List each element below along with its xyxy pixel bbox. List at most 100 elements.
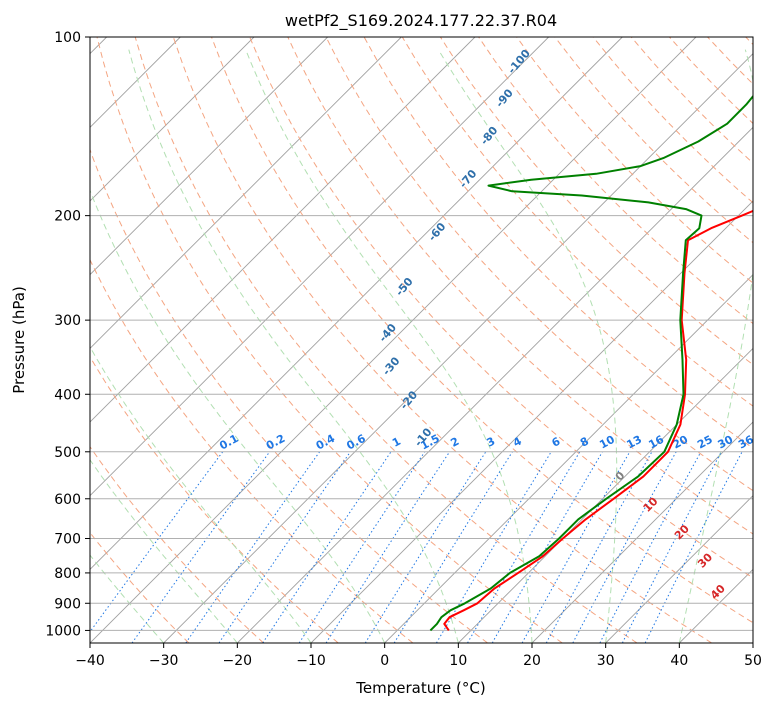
mixing-ratio-label: 6 bbox=[550, 434, 563, 449]
chart-title: wetPf2_S169.2024.177.22.37.R04 bbox=[285, 11, 557, 31]
plot-frame bbox=[89, 36, 754, 644]
dry-adiabat-label: -20 bbox=[397, 388, 420, 412]
mixing-ratio-line bbox=[435, 451, 552, 643]
moist-adiabat-line bbox=[437, 49, 618, 643]
dry-adiabat-label: -40 bbox=[376, 321, 399, 345]
moist-adiabat-line bbox=[678, 49, 753, 643]
mixing-ratio-line bbox=[325, 451, 451, 643]
y-tick-label: 700 bbox=[54, 532, 81, 548]
dry-adiabat-line bbox=[134, 37, 638, 643]
isotherm-lines bbox=[90, 37, 753, 643]
dry-adiabat-line bbox=[211, 37, 753, 624]
dry-adiabat-label: -60 bbox=[426, 220, 449, 244]
mixing-ratio-label: 0.4 bbox=[314, 432, 338, 453]
dewpoint-profile bbox=[429, 94, 753, 632]
mixing-ratio-line bbox=[262, 451, 392, 643]
moist-adiabat-line bbox=[245, 49, 533, 643]
mixing-ratio-label: 13 bbox=[624, 433, 644, 452]
dry-adiabat-line bbox=[96, 37, 563, 643]
isotherm-line bbox=[237, 126, 753, 643]
mixing-ratio-label: 2 bbox=[448, 435, 461, 450]
moist-adiabat-line bbox=[90, 458, 238, 643]
mixing-ratio-line bbox=[521, 451, 631, 643]
isotherm-line bbox=[163, 53, 753, 643]
y-tick-label: 900 bbox=[54, 596, 81, 612]
dry-adiabat-line bbox=[90, 531, 190, 643]
isobar-gridlines bbox=[90, 37, 753, 631]
moist-adiabat-line bbox=[90, 189, 386, 643]
moist-adiabat-line bbox=[752, 641, 753, 643]
mixing-ratio-line bbox=[364, 451, 487, 643]
mixing-ratio-label: 30 bbox=[716, 433, 736, 452]
isotherm-line bbox=[90, 37, 328, 276]
x-tick-label: −10 bbox=[296, 653, 326, 669]
dry-adiabat-line bbox=[516, 37, 753, 284]
moist-adiabat-line bbox=[90, 345, 312, 643]
x-tick-label: 0 bbox=[380, 653, 389, 669]
dry-adiabat-line bbox=[90, 355, 339, 643]
dry-adiabat-label: -100 bbox=[505, 47, 533, 77]
mixing-ratio-line bbox=[572, 451, 677, 643]
mixing-ratio-label: 20 bbox=[671, 433, 691, 452]
mixing-ratio-line bbox=[644, 451, 743, 643]
mixing-ratio-line bbox=[90, 451, 224, 633]
mixing-ratio-line bbox=[599, 451, 702, 643]
y-tick-label: 800 bbox=[54, 566, 81, 582]
x-axis-ticks: −40 −30 −20 −10 0 10 20 30 40 50 bbox=[75, 643, 762, 669]
x-tick-label: −40 bbox=[75, 653, 105, 669]
y-axis-ticks: 100 200 300 400 500 600 700 800 900 1000 bbox=[45, 30, 90, 639]
dry-adiabat-label: -30 bbox=[380, 354, 403, 378]
isotherm-line bbox=[90, 37, 255, 202]
dry-adiabat-line bbox=[90, 148, 488, 643]
isotherm-line bbox=[384, 274, 753, 643]
mixing-ratio-label: 16 bbox=[646, 433, 666, 452]
y-tick-label: 400 bbox=[54, 387, 81, 403]
isotherm-line bbox=[531, 421, 753, 643]
moist-adiabat-label: 10 bbox=[641, 494, 661, 514]
dry-adiabat-line bbox=[707, 37, 753, 85]
mixing-ratio-label: 0.1 bbox=[217, 432, 240, 453]
mixing-ratio-line bbox=[298, 451, 426, 643]
dry-adiabat-line bbox=[172, 37, 712, 643]
dry-adiabat-label: -90 bbox=[493, 86, 516, 110]
isotherm-line bbox=[752, 642, 753, 643]
y-tick-label: 1000 bbox=[45, 623, 81, 639]
mixing-ratio-line bbox=[467, 451, 581, 643]
y-tick-label: 600 bbox=[54, 492, 81, 508]
plot-area: 0.1 0.2 0.4 0.6 1 1.5 2 3 4 6 8 10 13 16 20 25 30 36 -100… bbox=[90, 37, 756, 643]
temperature-profile bbox=[443, 209, 753, 631]
isotherm-line bbox=[90, 37, 697, 643]
mixing-ratio-line bbox=[218, 451, 351, 643]
moist-adiabat-label: 40 bbox=[708, 582, 728, 602]
x-tick-label: −20 bbox=[223, 653, 253, 669]
mixing-ratio-label: 3 bbox=[484, 435, 497, 450]
x-tick-label: 20 bbox=[523, 653, 541, 669]
mixing-ratio-line bbox=[545, 451, 653, 643]
mixing-ratio-label: 25 bbox=[695, 433, 715, 452]
isotherm-line bbox=[458, 347, 753, 643]
x-tick-label: −30 bbox=[149, 653, 179, 669]
moist-adiabat-line bbox=[90, 554, 165, 643]
x-tick-label: 50 bbox=[744, 653, 762, 669]
dry-adiabat-label: -80 bbox=[478, 124, 501, 148]
x-tick-label: 30 bbox=[597, 653, 615, 669]
x-tick-label: 10 bbox=[449, 653, 467, 669]
dry-adiabat-line bbox=[478, 37, 753, 325]
sounding-series bbox=[429, 94, 753, 632]
mixing-ratio-label: 0.6 bbox=[344, 432, 368, 453]
dry-adiabat-line bbox=[90, 258, 414, 643]
y-axis-label: Pressure (hPa) bbox=[10, 286, 28, 394]
y-tick-label: 100 bbox=[54, 30, 81, 46]
mixing-ratio-label: 10 bbox=[597, 433, 617, 452]
dry-adiabat-line bbox=[554, 37, 753, 244]
isotherm-line bbox=[90, 37, 476, 423]
mixing-ratio-label: 36 bbox=[736, 433, 756, 452]
x-tick-label: 40 bbox=[670, 653, 688, 669]
isotherm-line bbox=[90, 37, 549, 497]
mixing-ratio-label: 4 bbox=[511, 434, 524, 449]
isotherm-line bbox=[605, 495, 753, 643]
isotherm-line bbox=[90, 37, 402, 349]
mixing-ratio-line bbox=[131, 451, 271, 643]
